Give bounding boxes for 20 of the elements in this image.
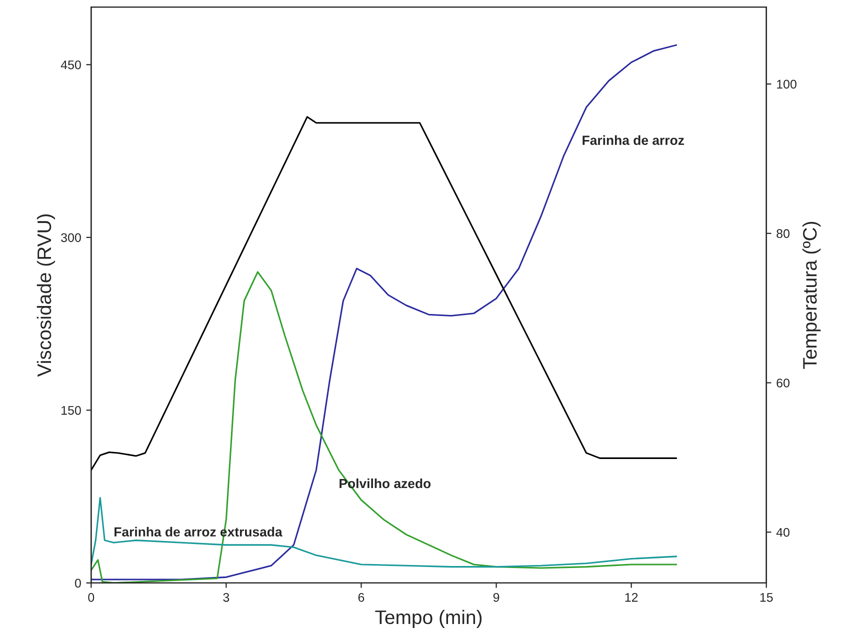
y2-tick-label: 60 xyxy=(776,378,790,388)
y-axis-title: Viscosidade (RVU) xyxy=(36,214,56,377)
y-tick-label: 0 xyxy=(74,578,81,588)
line-series xyxy=(91,271,678,583)
series-label: Farinha de arroz xyxy=(582,135,684,145)
y-tick-label: 150 xyxy=(62,406,81,415)
x-tick-label: 15 xyxy=(760,593,773,602)
x-tick-label: 3 xyxy=(223,592,230,602)
x-tick-label: 12 xyxy=(625,592,638,602)
line-series xyxy=(91,496,678,568)
y2-tick-label: 40 xyxy=(776,528,790,537)
y2-axis-title: Temperatura (ºC) xyxy=(802,222,821,369)
y2-tick-label: 100 xyxy=(777,80,796,89)
x-axis-title: Tempo (min) xyxy=(375,610,482,628)
y-tick-label: 300 xyxy=(61,233,81,242)
y2-tick-label: 80 xyxy=(776,229,790,238)
x-tick-label: 9 xyxy=(493,592,500,602)
x-tick-label: 6 xyxy=(358,592,364,602)
y-tick-label: 450 xyxy=(60,60,81,70)
x-tick-label: 0 xyxy=(88,592,94,602)
